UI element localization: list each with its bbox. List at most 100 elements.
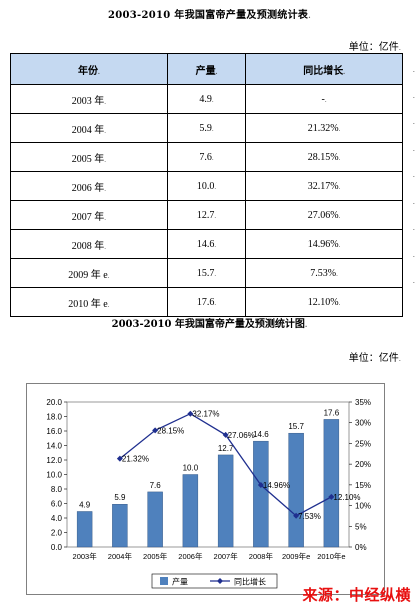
table-unit: 单位：亿件. — [348, 42, 401, 53]
left-axis-label: 16.0 — [46, 427, 62, 436]
cell-growth: 7.53%. — [245, 258, 403, 288]
category-label: 2008年 — [249, 551, 274, 561]
table-row: 2006 年. 10.0. 32.17%. — [10, 171, 403, 201]
bar-value-label: 4.9 — [79, 500, 91, 509]
right-axis-label: 0% — [355, 543, 367, 552]
bar — [253, 440, 269, 548]
bar — [76, 511, 93, 548]
bar — [112, 504, 128, 548]
cell-output: 7.6. — [166, 142, 247, 172]
bar-value-label: 14.6 — [253, 430, 269, 439]
cell-growth: 32.17%. — [245, 171, 403, 201]
growth-point — [187, 410, 194, 417]
row-end-mark: . — [412, 171, 415, 179]
cell-growth: 21.32%. — [245, 113, 403, 143]
cell-output: 15.7. — [166, 258, 247, 288]
cell-output: 17.6. — [166, 287, 247, 317]
right-axis-label: 15% — [355, 481, 371, 490]
bar — [288, 432, 304, 548]
row-end-mark: . — [412, 118, 415, 126]
output-chart: 0.0 2.0 4.0 6.0 8.0 10.0 12.0 14.0 16.0 18.0 20.0 0… — [46, 398, 371, 589]
table-row: 2003 年. 4.9. -. — [10, 84, 403, 114]
bar-value-label: 10.0 — [183, 464, 199, 473]
legend-swatch-bar — [160, 577, 168, 585]
category-label: 2006年 — [178, 551, 203, 561]
growth-point — [222, 431, 229, 438]
right-axis-label: 5% — [355, 522, 367, 531]
row-end-mark: . — [412, 145, 415, 153]
row-end-mark: . — [412, 277, 415, 285]
header-output: 产量. — [166, 53, 247, 85]
source-text: 来源：中经纵横 — [302, 586, 411, 604]
growth-value-label: 21.32% — [122, 455, 149, 464]
growth-value-label: 7.53% — [298, 512, 321, 521]
category-label: 2005年 — [143, 551, 168, 561]
chart-frame: 0.0 2.0 4.0 6.0 8.0 10.0 12.0 14.0 16.0 18.0 20.0 0… — [26, 383, 385, 595]
header-growth: 同比增长. — [245, 53, 403, 85]
table-row: 2009 年 e. 15.7. 7.53%. — [10, 258, 403, 288]
category-label: 2007年 — [214, 551, 239, 561]
bar-value-label: 5.9 — [114, 493, 126, 502]
growth-value-label: 14.96% — [263, 481, 290, 490]
cell-year: 2005 年. — [10, 142, 168, 172]
table-row: 2005 年. 7.6. 28.15%. — [10, 142, 403, 172]
row-end-mark: . — [412, 66, 415, 74]
table-row: 2008 年. 14.6. 14.96%. — [10, 229, 403, 259]
right-axis-label: 20% — [355, 460, 371, 469]
bar-value-label: 7.6 — [150, 481, 162, 490]
table-row: 2004 年. 5.9. 21.32%. — [10, 113, 403, 143]
bar — [147, 491, 163, 548]
right-axis-label: 25% — [355, 439, 371, 448]
row-end-mark: . — [412, 224, 415, 232]
category-label: 2010年e — [317, 551, 345, 561]
header-year: 年份. — [10, 53, 168, 85]
growth-point — [293, 512, 300, 519]
cell-output: 4.9. — [166, 84, 247, 114]
category-label: 2009年e — [282, 551, 310, 561]
category-label: 2004年 — [108, 551, 133, 561]
growth-value-label: 12.10% — [333, 493, 360, 502]
cell-growth: 14.96%. — [245, 229, 403, 259]
legend-label-bar: 产量 — [172, 577, 188, 587]
cell-year: 2010 年 e. — [10, 287, 168, 317]
row-end-mark: . — [412, 92, 415, 100]
left-axis-label: 14.0 — [46, 442, 62, 451]
left-axis-label: 2.0 — [51, 529, 63, 538]
left-axis-label: 10.0 — [46, 471, 62, 480]
left-axis-label: 0.0 — [51, 543, 63, 552]
right-axis-label: 10% — [355, 502, 371, 511]
cell-growth: 27.06%. — [245, 200, 403, 230]
chart-unit: 单位：亿件. — [348, 353, 401, 364]
cell-year: 2007 年. — [10, 200, 168, 230]
table-row: 2007 年. 12.7. 27.06%. — [10, 200, 403, 230]
bar-value-label: 15.7 — [288, 422, 304, 431]
cell-growth: 12.10%. — [245, 287, 403, 317]
left-axis-label: 8.0 — [51, 485, 63, 494]
right-axis-label: 35% — [355, 398, 371, 407]
cell-output: 10.0. — [166, 171, 247, 201]
cell-year: 2009 年 e. — [10, 258, 168, 288]
left-axis-label: 20.0 — [46, 398, 62, 407]
growth-value-label: 27.06% — [228, 431, 255, 440]
table-row: 2010 年 e. 17.6. 12.10%. — [10, 287, 403, 317]
bar-value-label: 12.7 — [218, 444, 234, 453]
bar-value-label: 17.6 — [324, 408, 340, 417]
row-end-mark: . — [412, 251, 415, 259]
growth-point — [152, 427, 159, 434]
chart-title: 2003-2010 年我国富帝产量及预测统计图. — [111, 319, 308, 330]
legend-label-line: 同比增长 — [234, 577, 266, 587]
cell-growth: 28.15%. — [245, 142, 403, 172]
left-axis-label: 6.0 — [51, 500, 63, 509]
left-axis-label: 12.0 — [46, 456, 62, 465]
cell-year: 2004 年. — [10, 113, 168, 143]
growth-point — [257, 482, 264, 489]
left-axis-label: 4.0 — [51, 514, 63, 523]
growth-point — [328, 493, 335, 500]
cell-output: 5.9. — [166, 113, 247, 143]
cell-growth: -. — [245, 84, 403, 114]
growth-value-label: 28.15% — [157, 426, 184, 435]
table-title: 2003-2010 年我国富帝产量及预测统计表. — [108, 10, 311, 21]
output-table: 年份. 产量. 同比增长. 2003 年. 4.9. -. 2004 年. 5.… — [10, 53, 403, 317]
right-axis-label: 30% — [355, 419, 371, 428]
left-axis-label: 18.0 — [46, 413, 62, 422]
